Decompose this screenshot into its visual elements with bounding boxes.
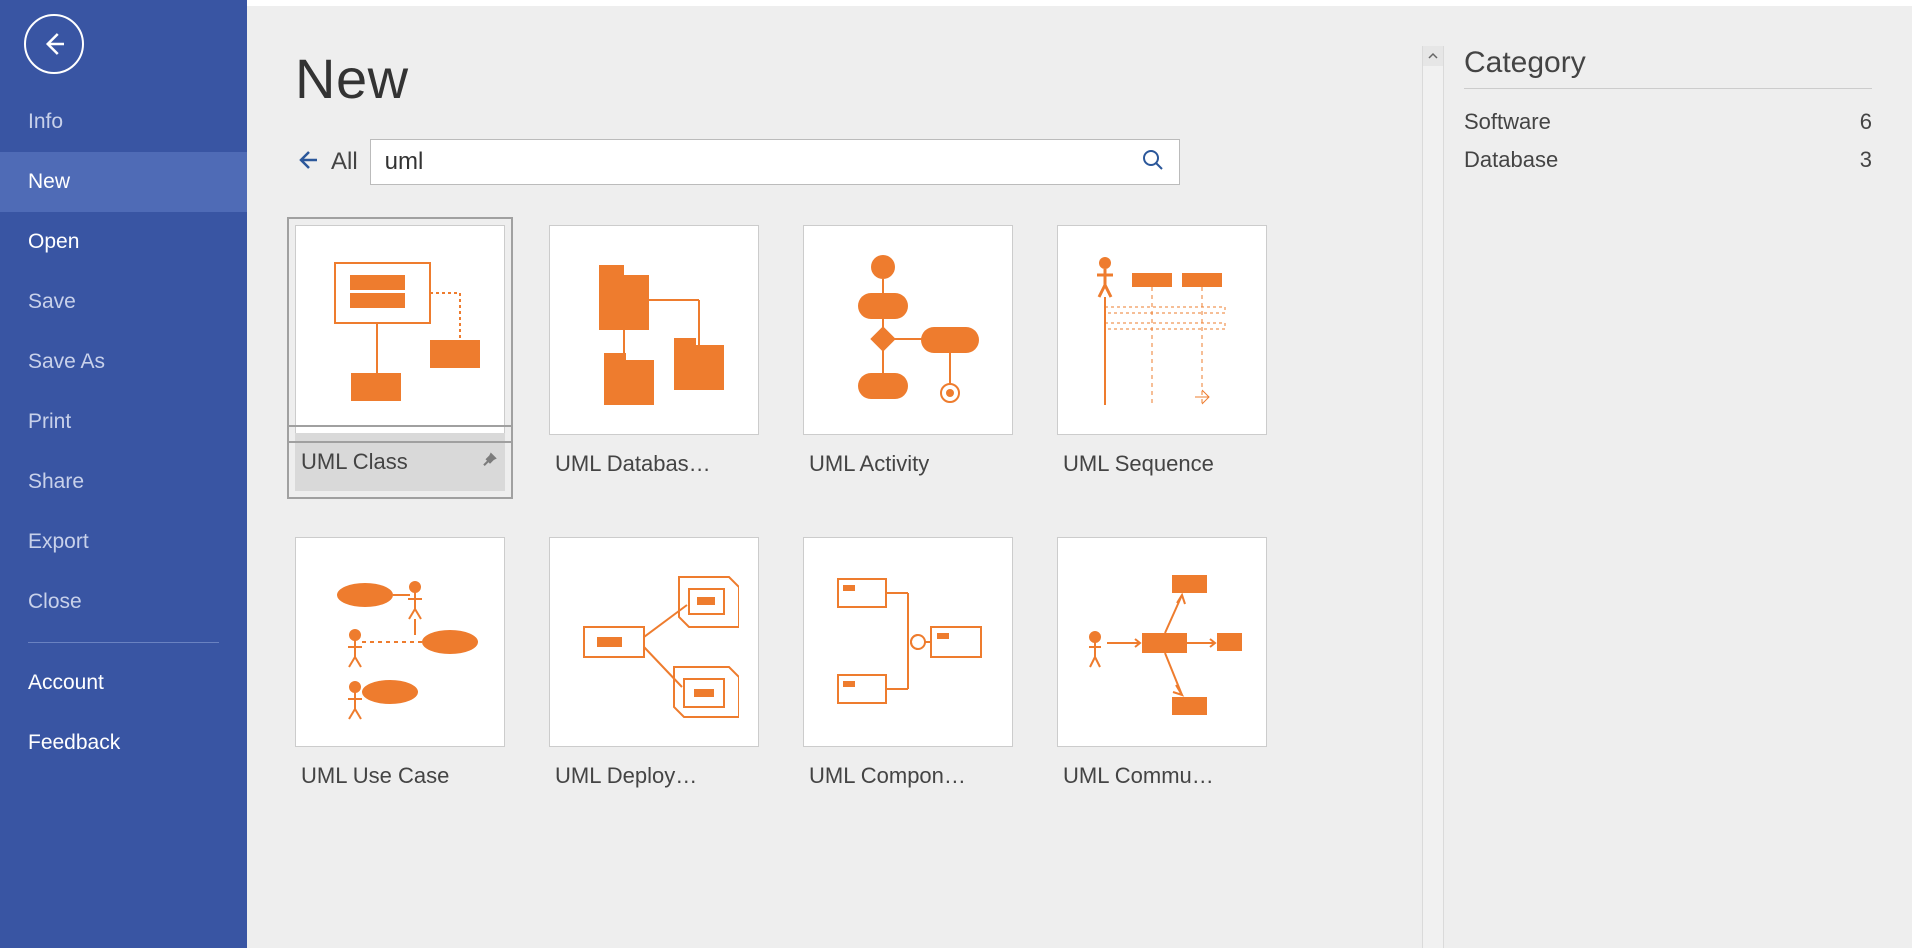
sidebar-item-account[interactable]: Account <box>0 653 247 713</box>
search-row: All <box>295 139 1392 185</box>
main-pane: New All <box>247 6 1912 948</box>
sidebar-item-label: Close <box>28 590 82 614</box>
template-label: UML Use Case <box>301 763 449 789</box>
sidebar-item-save[interactable]: Save <box>0 272 247 332</box>
template-thumb <box>803 537 1013 747</box>
scrollbar[interactable] <box>1422 46 1444 948</box>
sidebar-item-label: Print <box>28 410 71 434</box>
sidebar-item-share[interactable]: Share <box>0 452 247 512</box>
arrow-left-icon <box>295 148 319 172</box>
sidebar-item-info[interactable]: Info <box>0 92 247 152</box>
template-label: UML Deploy… <box>555 763 697 789</box>
template-label: UML Commu… <box>1063 763 1214 789</box>
sidebar-item-label: Account <box>28 671 104 695</box>
sidebar-item-label: Save <box>28 290 76 314</box>
search-input[interactable] <box>385 148 1141 176</box>
sidebar-item-save-as[interactable]: Save As <box>0 332 247 392</box>
chevron-up-icon <box>1428 51 1438 61</box>
sidebar-item-label: Open <box>28 230 79 254</box>
template-label: UML Compon… <box>809 763 966 789</box>
category-item-software[interactable]: Software 6 <box>1464 103 1872 141</box>
sidebar-item-export[interactable]: Export <box>0 512 247 572</box>
templates-pane: New All <box>295 46 1392 948</box>
sidebar-item-label: Export <box>28 530 89 554</box>
sidebar-item-label: Share <box>28 470 84 494</box>
sidebar-item-label: Save As <box>28 350 105 374</box>
template-uml-component[interactable]: UML Compon… <box>803 537 1013 805</box>
sidebar-item-print[interactable]: Print <box>0 392 247 452</box>
sidebar-item-label: Info <box>28 110 63 134</box>
scroll-up-button[interactable] <box>1423 46 1443 66</box>
sidebar-item-new[interactable]: New <box>0 152 247 212</box>
sidebar-item-label: New <box>28 170 70 194</box>
template-thumb <box>1057 225 1267 435</box>
backstage-sidebar: Info New Open Save Save As Print Share E… <box>0 0 247 948</box>
page-title: New <box>295 46 1392 111</box>
template-label: UML Databas… <box>555 451 711 477</box>
template-thumb <box>549 225 759 435</box>
category-panel: Category Software 6 Database 3 <box>1392 46 1872 948</box>
category-label: Software <box>1464 109 1551 135</box>
category-count: 6 <box>1860 109 1872 135</box>
search-icon <box>1141 148 1165 172</box>
search-box <box>370 139 1180 185</box>
template-label: UML Activity <box>809 451 929 477</box>
content-area: New All <box>247 0 1912 948</box>
template-thumb <box>295 225 505 435</box>
template-uml-activity[interactable]: UML Activity <box>803 225 1013 493</box>
template-uml-communication[interactable]: UML Commu… <box>1057 537 1267 805</box>
template-uml-database[interactable]: UML Databas… <box>549 225 759 493</box>
pin-icon[interactable] <box>481 451 499 474</box>
sidebar-separator <box>28 642 219 643</box>
category-item-database[interactable]: Database 3 <box>1464 141 1872 179</box>
arrow-left-icon <box>39 29 69 59</box>
category-label: Database <box>1464 147 1558 173</box>
template-uml-sequence[interactable]: UML Sequence <box>1057 225 1267 493</box>
category-count: 3 <box>1860 147 1872 173</box>
template-grid: UML Class <box>295 225 1355 805</box>
category-title: Category <box>1464 46 1872 89</box>
template-uml-deployment[interactable]: UML Deploy… <box>549 537 759 805</box>
sidebar-item-open[interactable]: Open <box>0 212 247 272</box>
template-label: UML Sequence <box>1063 451 1214 477</box>
template-label: UML Class <box>301 449 408 475</box>
template-uml-class[interactable]: UML Class <box>295 225 505 493</box>
sidebar-item-label: Feedback <box>28 731 120 755</box>
sidebar-item-close[interactable]: Close <box>0 572 247 632</box>
search-button[interactable] <box>1141 148 1165 177</box>
search-back-button[interactable] <box>295 148 319 176</box>
template-thumb <box>803 225 1013 435</box>
template-thumb <box>549 537 759 747</box>
template-thumb <box>295 537 505 747</box>
search-scope-label[interactable]: All <box>331 148 358 176</box>
sidebar-item-feedback[interactable]: Feedback <box>0 713 247 773</box>
back-button[interactable] <box>24 14 84 74</box>
template-uml-use-case[interactable]: UML Use Case <box>295 537 505 805</box>
template-thumb <box>1057 537 1267 747</box>
